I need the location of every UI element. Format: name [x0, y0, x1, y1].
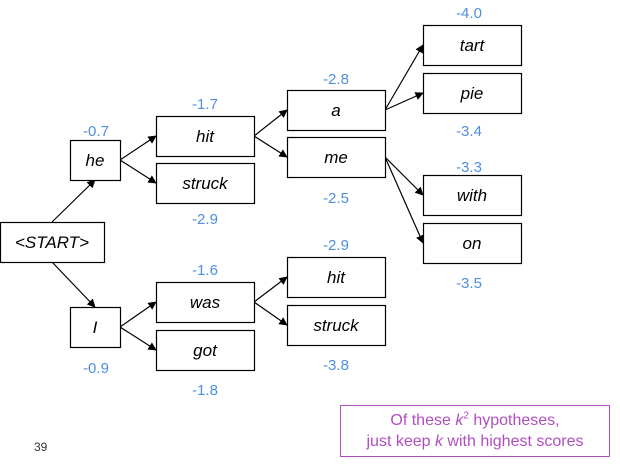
node-label-tart: tart — [460, 36, 486, 55]
node-was: was — [155, 281, 256, 324]
score-struck2: -3.8 — [323, 357, 349, 374]
edge-start-to-i — [51, 261, 96, 308]
score-with: -3.3 — [456, 159, 482, 176]
node-label-hit1: hit — [196, 127, 215, 146]
callout-line-2: just keep k with highest scores — [366, 433, 584, 450]
node-hit1: hit — [155, 115, 256, 158]
score-me: -2.5 — [323, 190, 349, 207]
edge-was-to-struck2 — [253, 301, 288, 326]
node-box-a — [286, 89, 387, 132]
keep-top-k-callout: Of these k2 hypotheses, just keep k with… — [340, 405, 610, 457]
node-box-was — [155, 281, 256, 324]
node-struck2: struck — [286, 304, 387, 347]
node-box-tart — [422, 24, 523, 67]
score-hit2: -2.9 — [323, 237, 349, 254]
edge-a-to-tart — [384, 44, 424, 111]
score-got: -1.8 — [192, 382, 218, 399]
node-label-he: he — [86, 151, 105, 170]
scores: -0.7 -0.9 -1.7 -2.9 -1.6 -1.8 -2.8 -2.5 -2.9 -3.8… — [83, 5, 482, 399]
score-on: -3.5 — [456, 275, 482, 292]
edge-me-to-on — [384, 156, 424, 244]
edge-was-to-hit2 — [253, 276, 288, 303]
node-label-i: I — [93, 318, 98, 337]
edge-start-to-he — [51, 179, 96, 223]
node-box-he — [69, 139, 122, 182]
node-label-pie: pie — [460, 84, 484, 103]
node-label-me: me — [324, 148, 348, 167]
node-label-start: <START> — [15, 233, 89, 252]
node-box-struck1 — [155, 162, 256, 205]
edges — [51, 44, 424, 351]
score-pie: -3.4 — [456, 123, 482, 140]
callout-line-1: Of these k2 hypotheses, — [390, 410, 560, 429]
node-he: he — [69, 139, 122, 182]
edge-hit1-to-me — [253, 135, 288, 158]
node-label-struck2: struck — [313, 316, 360, 335]
node-box-with — [422, 174, 523, 217]
node-on: on — [422, 222, 523, 265]
node-struck1: struck — [155, 162, 256, 205]
edge-he-to-struck1 — [119, 159, 157, 184]
edge-me-to-with — [384, 156, 424, 196]
score-hit1: -1.7 — [192, 96, 218, 113]
node-box-i — [69, 306, 122, 349]
node-box-got — [155, 329, 256, 372]
edge-a-to-pie — [384, 92, 424, 111]
node-box-on — [422, 222, 523, 265]
node-a: a — [286, 89, 387, 132]
node-box-hit1 — [155, 115, 256, 158]
node-got: got — [155, 329, 256, 372]
node-box-me — [286, 136, 387, 179]
edge-i-to-got — [119, 326, 157, 351]
edge-hit1-to-a — [253, 109, 288, 137]
node-label-a: a — [331, 101, 340, 120]
node-label-with: with — [457, 186, 487, 205]
score-i: -0.9 — [83, 360, 109, 377]
node-with: with — [422, 174, 523, 217]
score-he: -0.7 — [83, 123, 109, 140]
node-tart: tart — [422, 24, 523, 67]
node-hit2: hit — [286, 256, 387, 299]
node-label-was: was — [190, 293, 221, 312]
score-tart: -4.0 — [456, 5, 482, 22]
node-pie: pie — [422, 72, 523, 115]
node-me: me — [286, 136, 387, 179]
node-label-on: on — [463, 234, 482, 253]
edge-i-to-was — [119, 301, 157, 328]
node-box-pie — [422, 72, 523, 115]
edge-he-to-hit1 — [119, 135, 157, 161]
node-label-struck1: struck — [182, 174, 229, 193]
node-box-hit2 — [286, 256, 387, 299]
score-was: -1.6 — [192, 262, 218, 279]
score-struck1: -2.9 — [192, 211, 218, 228]
node-box-struck2 — [286, 304, 387, 347]
node-i: I — [69, 306, 122, 349]
node-label-got: got — [193, 341, 218, 360]
node-box-start — [0, 221, 106, 264]
score-a: -2.8 — [323, 71, 349, 88]
page-number: 39 — [34, 440, 48, 454]
node-start: <START> — [0, 221, 106, 264]
node-label-hit2: hit — [327, 268, 346, 287]
